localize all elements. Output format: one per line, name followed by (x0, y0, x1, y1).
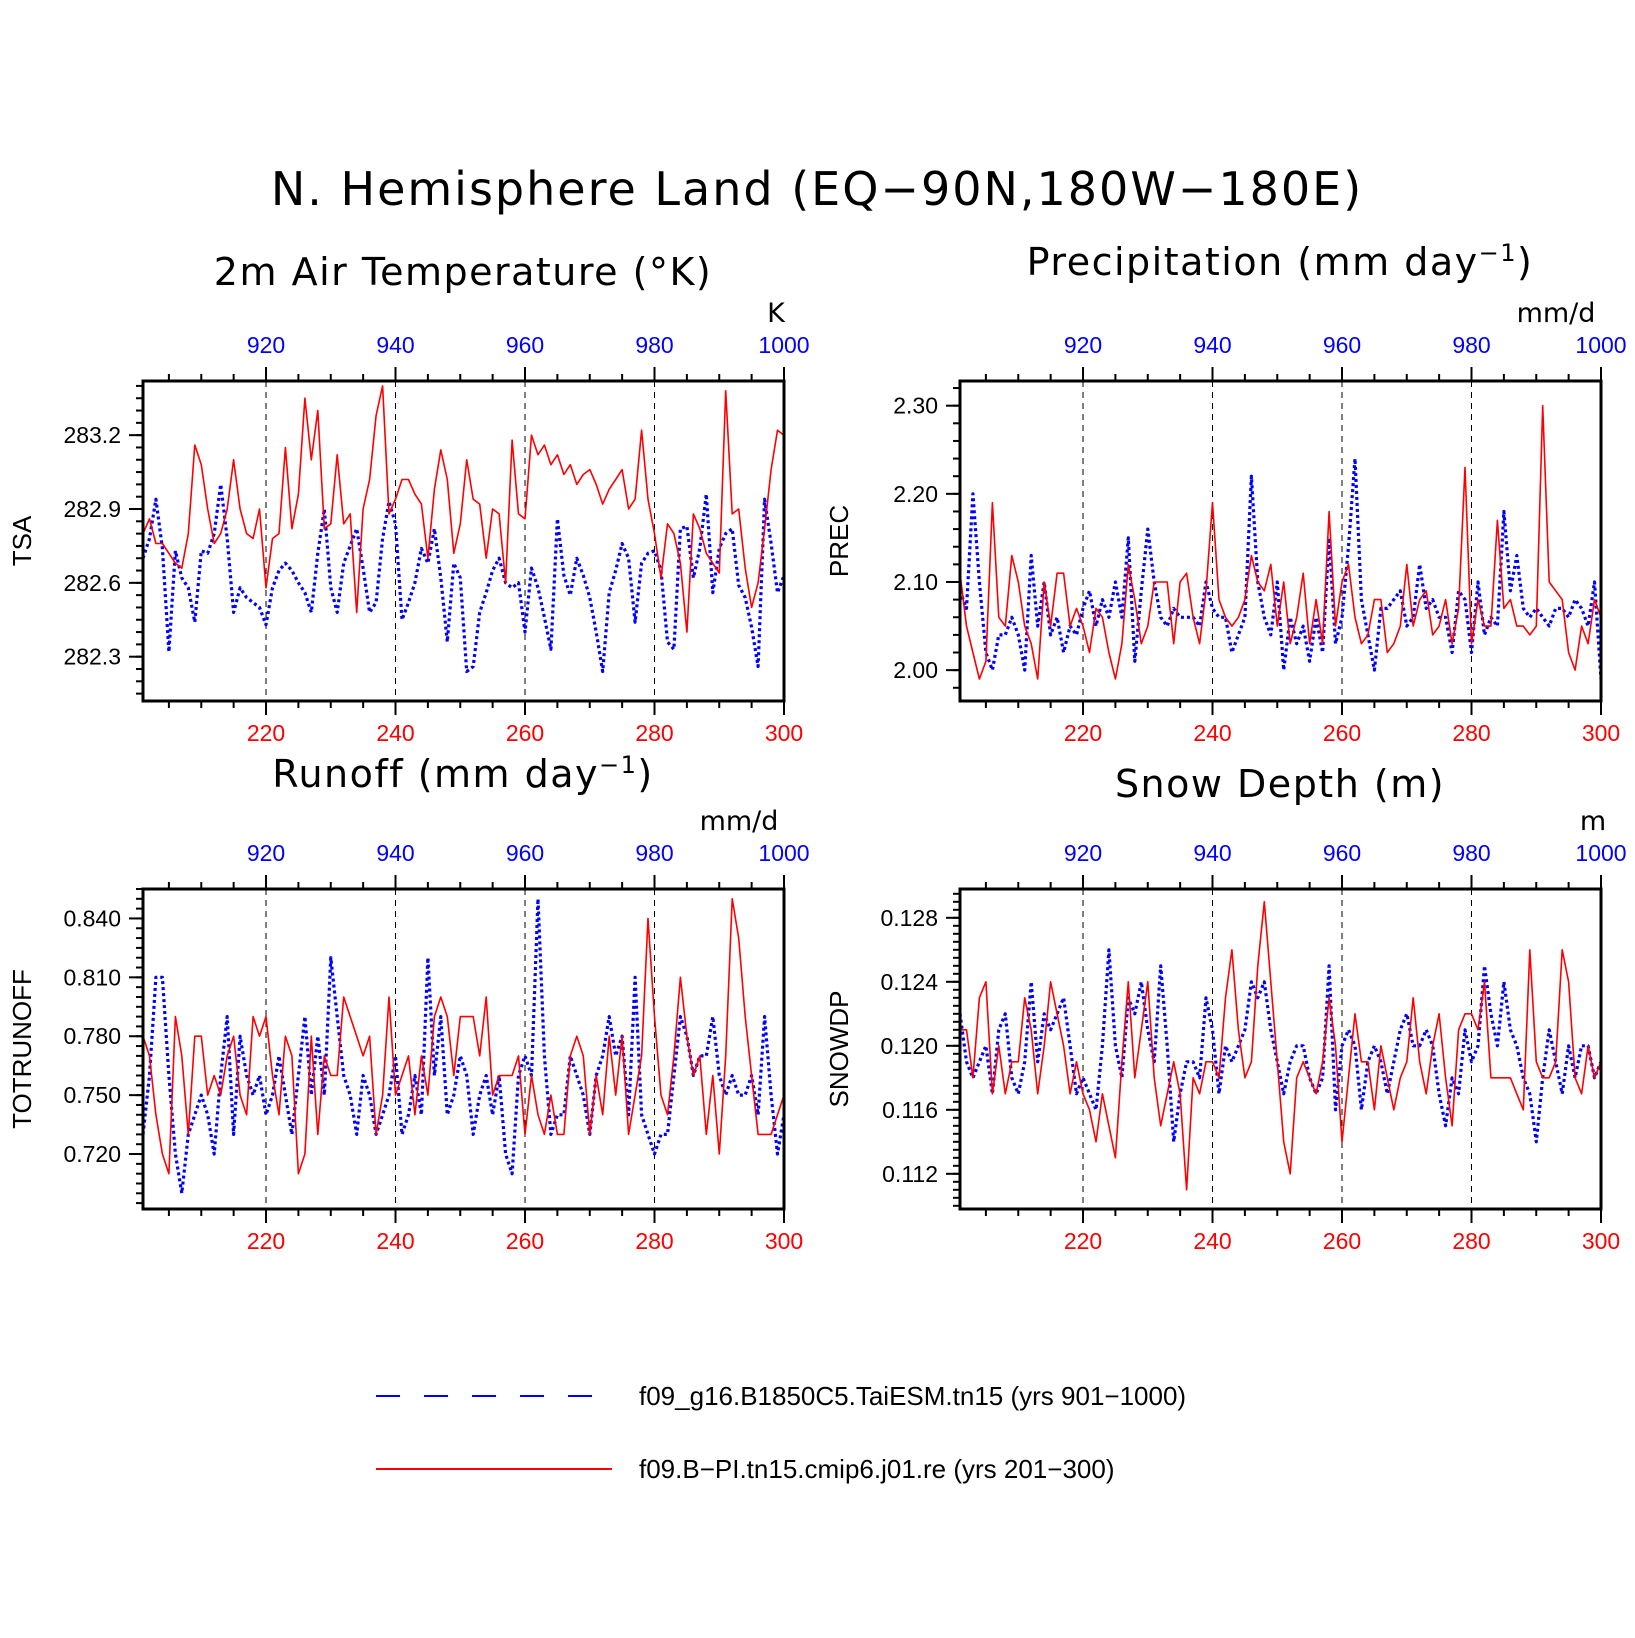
y-tick-label: 0.124 (880, 969, 938, 995)
x-bottom-tick-label: 240 (376, 1228, 414, 1254)
series-line-taiesm (958, 948, 1603, 1144)
y-axis-label: TOTRUNOFF (7, 969, 37, 1129)
x-bottom-tick-label: 220 (247, 1228, 285, 1254)
x-bottom-tick-label: 240 (376, 720, 414, 746)
x-top-tick-label: 1000 (758, 332, 809, 358)
x-bottom-tick-label: 220 (247, 720, 285, 746)
panel-title-sup: −1 (599, 751, 637, 779)
x-bottom-tick-label: 260 (1323, 720, 1361, 746)
x-top-tick-label: 1000 (1575, 332, 1626, 358)
y-tick-label: 0.780 (63, 1023, 121, 1049)
legend-label: f09_g16.B1850C5.TaiESM.tn15 (yrs 901−100… (639, 1381, 1186, 1411)
x-bottom-tick-label: 260 (1323, 1228, 1361, 1254)
series-line-taiesm (141, 482, 786, 674)
y-tick-label: 0.810 (63, 964, 121, 990)
series-line-cmip6 (142, 385, 785, 633)
x-bottom-tick-label: 260 (506, 720, 544, 746)
x-bottom-tick-label: 220 (1064, 1228, 1102, 1254)
x-bottom-tick-label: 280 (635, 1228, 673, 1254)
y-axis-label: PREC (824, 505, 854, 577)
x-top-tick-label: 940 (376, 840, 414, 866)
x-top-tick-label: 980 (635, 840, 673, 866)
panels: 2m Air Temperature (°K) K 220 240 260 280 300 9… (7, 239, 1627, 1254)
y-tick-label: 0.750 (63, 1082, 121, 1108)
panel-title: 2m Air Temperature (°K) (214, 250, 712, 294)
x-top-tick-label: 920 (247, 840, 285, 866)
panel-title: Snow Depth (m) (1115, 762, 1445, 806)
y-tick-label: 282.6 (63, 570, 121, 596)
y-tick-label: 2.20 (893, 481, 938, 507)
panel-title-main: Runoff (mm day (272, 752, 599, 796)
y-tick-label: 0.112 (882, 1161, 938, 1187)
x-bottom-tick-label: 240 (1193, 1228, 1231, 1254)
x-top-tick-label: 920 (1064, 840, 1102, 866)
plot-frame (958, 887, 1603, 1211)
x-top-tick-label: 1000 (1575, 840, 1626, 866)
y-axis-label: SNOWDP (824, 991, 854, 1108)
x-bottom-tick-label: 220 (1064, 720, 1102, 746)
x-bottom-tick-label: 300 (1582, 720, 1620, 746)
panel-tsa: 2m Air Temperature (°K) K 220 240 260 280 300 9… (7, 250, 810, 746)
legend: f09_g16.B1850C5.TaiESM.tn15 (yrs 901−100… (376, 1381, 1186, 1484)
x-top-tick-label: 980 (635, 332, 673, 358)
units-label: m (1580, 806, 1606, 837)
y-axis-label: TSA (7, 515, 37, 566)
x-top-tick-label: 940 (1193, 840, 1231, 866)
series-line-cmip6 (960, 900, 1602, 1191)
y-tick-label: 282.3 (63, 644, 121, 670)
panel-title: Runoff (mm day−1) (272, 751, 654, 796)
x-top-tick-label: 960 (1323, 840, 1361, 866)
x-top-tick-label: 920 (247, 332, 285, 358)
panel-snowdp: Snow Depth (m) m 220 240 260 280 300 920 940 960 9… (824, 762, 1627, 1254)
series-line-taiesm (141, 897, 786, 1195)
y-tick-label: 2.10 (893, 569, 938, 595)
x-top-tick-label: 960 (506, 332, 544, 358)
plot-frame (958, 379, 1603, 703)
x-bottom-tick-label: 240 (1193, 720, 1231, 746)
x-top-tick-label: 1000 (758, 840, 809, 866)
plot-frame (141, 887, 786, 1211)
x-bottom-tick-label: 280 (1452, 720, 1490, 746)
panel-title-end: ) (1517, 240, 1533, 284)
y-tick-label: 283.2 (63, 422, 121, 448)
y-tick-label: 0.116 (882, 1097, 938, 1123)
panel-prec: Precipitation (mm day−1) mm/d 220 240 260 280… (824, 239, 1627, 746)
y-tick-label: 0.128 (880, 905, 938, 931)
x-bottom-tick-label: 260 (506, 1228, 544, 1254)
x-top-tick-label: 960 (1323, 332, 1361, 358)
y-tick-label: 0.840 (63, 905, 121, 931)
legend-label: f09.B−PI.tn15.cmip6.j01.re (yrs 201−300) (639, 1454, 1115, 1484)
y-tick-label: 0.120 (880, 1033, 938, 1059)
y-tick-label: 282.9 (63, 496, 121, 522)
x-top-tick-label: 920 (1064, 332, 1102, 358)
x-bottom-tick-label: 300 (765, 1228, 803, 1254)
y-tick-label: 2.30 (893, 393, 938, 419)
x-bottom-tick-label: 300 (765, 720, 803, 746)
x-top-tick-label: 980 (1452, 840, 1490, 866)
y-tick-label: 2.00 (893, 657, 938, 683)
panel-title-sup: −1 (1479, 239, 1517, 267)
plot-frame (141, 379, 786, 703)
x-top-tick-label: 940 (1193, 332, 1231, 358)
x-bottom-tick-label: 300 (1582, 1228, 1620, 1254)
figure-title: N. Hemisphere Land (EQ−90N,180W−180E) (271, 162, 1363, 216)
panel-title-end: ) (637, 752, 653, 796)
y-tick-label: 0.720 (63, 1141, 121, 1167)
series-line-cmip6 (142, 897, 785, 1175)
panel-title: Precipitation (mm day−1) (1027, 239, 1534, 284)
units-label: K (767, 298, 786, 329)
x-top-tick-label: 980 (1452, 332, 1490, 358)
series-line-cmip6 (959, 404, 1602, 680)
panel-runoff: Runoff (mm day−1) mm/d 220 240 260 280 300 920 9… (7, 751, 810, 1254)
x-top-tick-label: 960 (506, 840, 544, 866)
x-bottom-tick-label: 280 (635, 720, 673, 746)
x-top-tick-label: 940 (376, 332, 414, 358)
units-label: mm/d (700, 806, 779, 837)
units-label: mm/d (1517, 298, 1596, 329)
x-bottom-tick-label: 280 (1452, 1228, 1490, 1254)
panel-title-main: Precipitation (mm day (1027, 240, 1479, 284)
series-line-taiesm (958, 457, 1603, 680)
